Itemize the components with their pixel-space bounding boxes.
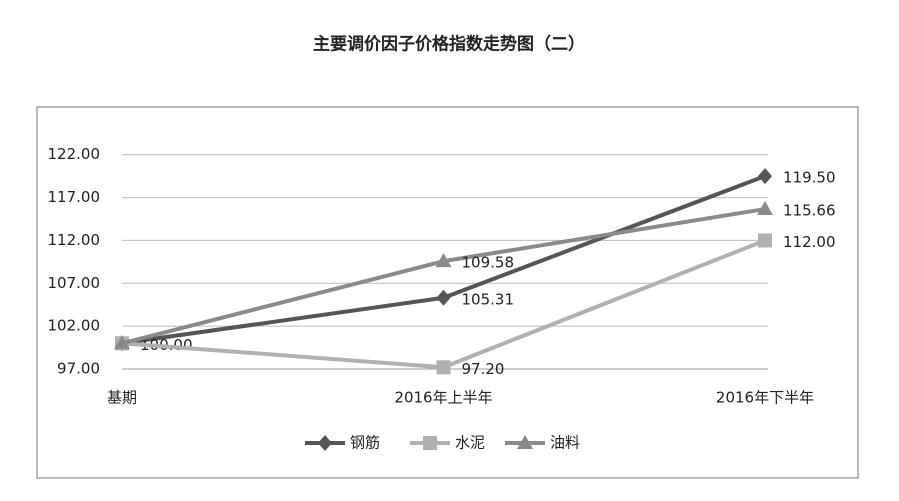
legend-label: 钢筋	[350, 434, 380, 452]
x-tick-label: 2016年下半年	[716, 389, 814, 407]
data-label: 97.20	[462, 360, 505, 378]
chart-border	[36, 106, 859, 479]
data-label: 105.31	[462, 290, 515, 308]
chart-title: 主要调价因子价格指数走势图（二）	[313, 34, 585, 55]
marker	[114, 335, 130, 350]
legend-label: 油料	[550, 434, 580, 452]
legend-marker	[318, 435, 332, 451]
marker	[758, 168, 772, 185]
x-tick-label: 基期	[107, 389, 137, 407]
y-tick-label: 112.00	[48, 231, 101, 249]
x-tick-label: 2016年上半年	[394, 389, 492, 407]
data-label: 109.58	[462, 254, 515, 272]
y-tick-label: 122.00	[48, 145, 101, 163]
y-tick-label: 97.00	[57, 360, 100, 378]
marker	[757, 201, 773, 216]
marker	[436, 360, 451, 375]
legend-label: 水泥	[455, 434, 485, 452]
marker	[436, 289, 451, 306]
legend-marker	[423, 436, 437, 450]
series-line	[121, 207, 766, 346]
marker	[758, 233, 772, 248]
legend-marker	[517, 435, 533, 449]
data-label: 119.50	[783, 169, 836, 187]
marker	[435, 253, 452, 268]
y-tick-label: 107.00	[48, 274, 101, 292]
y-tick-label: 102.00	[48, 317, 101, 335]
data-label: 115.66	[783, 202, 836, 220]
data-label: 112.00	[783, 233, 836, 251]
y-tick-label: 117.00	[48, 188, 101, 206]
